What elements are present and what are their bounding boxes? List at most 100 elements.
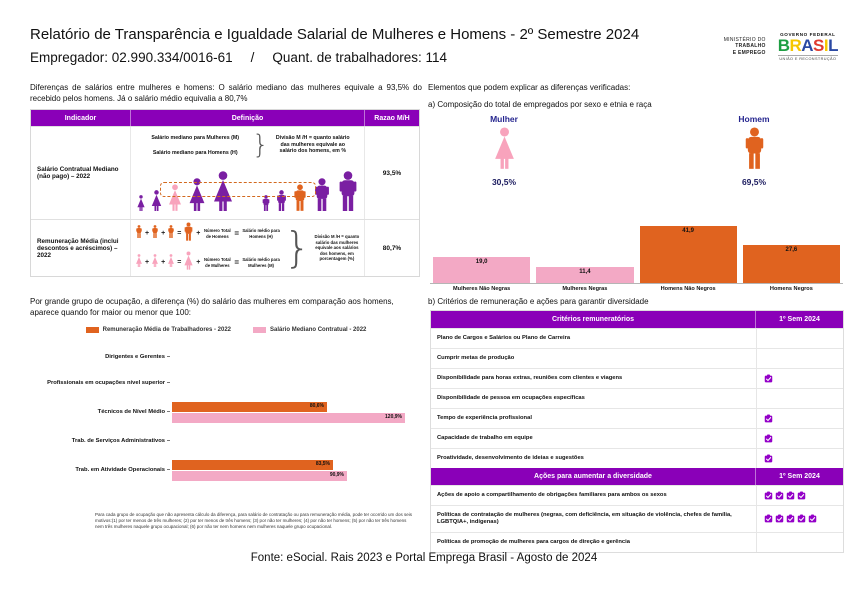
brand-letter: B: [777, 36, 790, 55]
bar-value-label: 83,5%: [315, 460, 330, 467]
brand-letter: A: [801, 36, 814, 55]
plus-sign: +: [161, 259, 166, 266]
plus-sign: +: [145, 259, 150, 266]
section-b-heading: b) Critérios de remuneração e ações para…: [428, 297, 649, 306]
woman-figure-icon: [187, 178, 207, 216]
equals-sign: =: [234, 258, 240, 267]
checked-box-icon: [764, 410, 773, 428]
criterion-label: Plano de Cargos e Salários ou Plano de C…: [437, 335, 571, 341]
mulher-label: Mulher: [490, 114, 518, 124]
criteria-row: Proatividade, desenvolvimento de ideias …: [431, 448, 843, 468]
indicator-table: Indicador Definição Razao M/H Salário Co…: [30, 109, 420, 277]
bar-value-label: 120,9%: [385, 413, 402, 420]
criteria-row: Capacidade de trabalho em equipe: [431, 428, 843, 448]
man-figure-icon: [167, 224, 175, 243]
criteria-row: Disponibilidade de pessoa em ocupações e…: [431, 388, 843, 408]
criterion-label: Proatividade, desenvolvimento de ideias …: [437, 455, 584, 461]
col-indicador: Indicador: [31, 110, 131, 126]
man-figure-icon: [151, 224, 159, 243]
action-row: Políticas de promoção de mulheres para c…: [431, 532, 843, 552]
ministry-line: MINISTÉRIO DO: [723, 36, 766, 43]
marks-cell: [756, 409, 843, 428]
ratio-value: 93,5%: [382, 169, 402, 177]
result-label: Salário médio para Mulheres (M): [242, 257, 280, 268]
bar-value-label: 90,9%: [329, 471, 344, 478]
bar-slot: 41,9: [637, 226, 740, 283]
occupation-row: Trab. em Atividade Operacionais 83,5% 90,9…: [30, 454, 422, 486]
category-label: Mulheres Não Negras: [453, 286, 511, 292]
homem-block: Homem 69,5%: [706, 114, 802, 187]
employer-id: Empregador: 02.990.334/0016-61: [30, 50, 233, 65]
criterion-label: Políticas de contratação de mulheres (ne…: [437, 512, 732, 525]
checked-box-icon: [764, 370, 773, 388]
actions-period: 1º Sem 2024: [779, 473, 820, 480]
bar-value-label: 41,9: [682, 228, 694, 234]
divisor-label: Número Total de Mulheres: [204, 257, 231, 268]
occupation-row: Dirigentes e Gerentes: [30, 344, 422, 370]
occupation-label: Dirigentes e Gerentes: [30, 354, 172, 360]
marks-cell: [756, 389, 843, 408]
occupation-chart-heading: Por grande grupo de ocupação, a diferenç…: [30, 297, 394, 317]
bar-slot: 19,0: [430, 257, 533, 283]
ministry-line: TRABALHO: [735, 43, 766, 50]
checked-box-icon: [775, 510, 784, 528]
man-figure-icon: [312, 178, 332, 216]
indicator-row-mediano: Salário Contratual Mediano (não pago) – …: [31, 126, 419, 219]
salary-difference-summary: Diferenças de salários entre mulheres e …: [30, 83, 422, 103]
bar: 120,9%: [172, 412, 405, 423]
checked-box-icon: [808, 510, 817, 528]
indicator-row-media: Remuneração Média (inclui descontos e ac…: [31, 219, 419, 276]
occupation-bar-chart: Dirigentes e Gerentes Profissionais em oc…: [30, 344, 422, 486]
government-logos: MINISTÉRIO DO TRABALHO E EMPREGO GOVERNO…: [723, 32, 839, 61]
criteria-and-actions-table: Critérios remuneratórios 1º Sem 2024 Pla…: [430, 310, 844, 553]
bar: 19,0: [433, 257, 531, 283]
criterion-label: Tempo de experiência profissional: [437, 415, 532, 421]
marks-cell: [756, 449, 843, 468]
legend-label: Salário Mediano Contratual - 2022: [270, 327, 367, 333]
action-row: Ações de apoio a compartilhamento de obr…: [431, 485, 843, 505]
equals-sign: =: [177, 230, 182, 237]
ratio-value: 80,7%: [382, 244, 402, 252]
marks-cell: [756, 429, 843, 448]
brand-letter: I: [823, 36, 829, 55]
marks-cell: [756, 329, 843, 348]
criteria-row: Disponibilidade para horas extras, reuni…: [431, 368, 843, 388]
criterion-label: Políticas de promoção de mulheres para c…: [437, 539, 630, 545]
median-highlight-box: [159, 182, 316, 197]
legend-swatch: [253, 327, 267, 333]
marks-cell: [756, 533, 843, 552]
brasil-government-logo: GOVERNO FEDERAL BRASIL UNIÃO E RECONSTRU…: [777, 32, 838, 61]
occupation-chart-legend: Remuneração Média de Trabalhadores - 202…: [30, 327, 422, 333]
checked-box-icon: [764, 450, 773, 468]
criterion-label: Disponibilidade de pessoa em ocupações e…: [437, 395, 585, 401]
criteria-title: Critérios remuneratórios: [431, 311, 756, 328]
checked-box-icon: [786, 510, 795, 528]
bar: 27,6: [742, 245, 840, 283]
criterion-label: Ações de apoio a compartilhamento de obr…: [437, 492, 667, 498]
woman-figure-icon: [167, 184, 183, 216]
checked-box-icon: [764, 430, 773, 448]
checked-box-icon: [797, 487, 806, 505]
checked-box-icon: [764, 487, 773, 505]
elements-heading: Elementos que podem explicar as diferenç…: [428, 83, 631, 92]
legend-entry: Salário Mediano Contratual - 2022: [253, 327, 366, 333]
sex-composition: Mulher 30,5% Homem 69,5%: [428, 114, 845, 200]
marks-cell: [756, 506, 843, 532]
actions-title: Ações para aumentar a diversidade: [431, 468, 756, 485]
marks-cell: [756, 349, 843, 368]
composition-bar-chart: 19,0 11,4 41,9 27,6 Mulheres Não Negras Mulh…: [430, 202, 843, 292]
section-a-heading: a) Composição do total de empregados por…: [428, 100, 652, 109]
bar-value-label: 11,4: [579, 269, 591, 275]
man-figure-icon-large: [183, 221, 194, 246]
median-women-label: Salário mediano para Mulheres (M): [151, 134, 240, 141]
legend-label: Remuneração Média de Trabalhadores - 202…: [102, 327, 232, 333]
ministry-line: E EMPREGO: [732, 49, 766, 56]
criterion-label: Capacidade de trabalho em equipe: [437, 435, 533, 441]
checked-box-icon: [786, 487, 795, 505]
page-title: Relatório de Transparência e Igualdade S…: [30, 26, 640, 43]
workers-count: Quant. de trabalhadores: 114: [272, 50, 448, 65]
occupation-label: Profissionais em ocupações nível superio…: [30, 380, 172, 386]
plus-sign: +: [161, 230, 166, 237]
occupation-label: Trab. em Atividade Operacionais: [30, 467, 172, 473]
homem-label: Homem: [738, 114, 770, 124]
